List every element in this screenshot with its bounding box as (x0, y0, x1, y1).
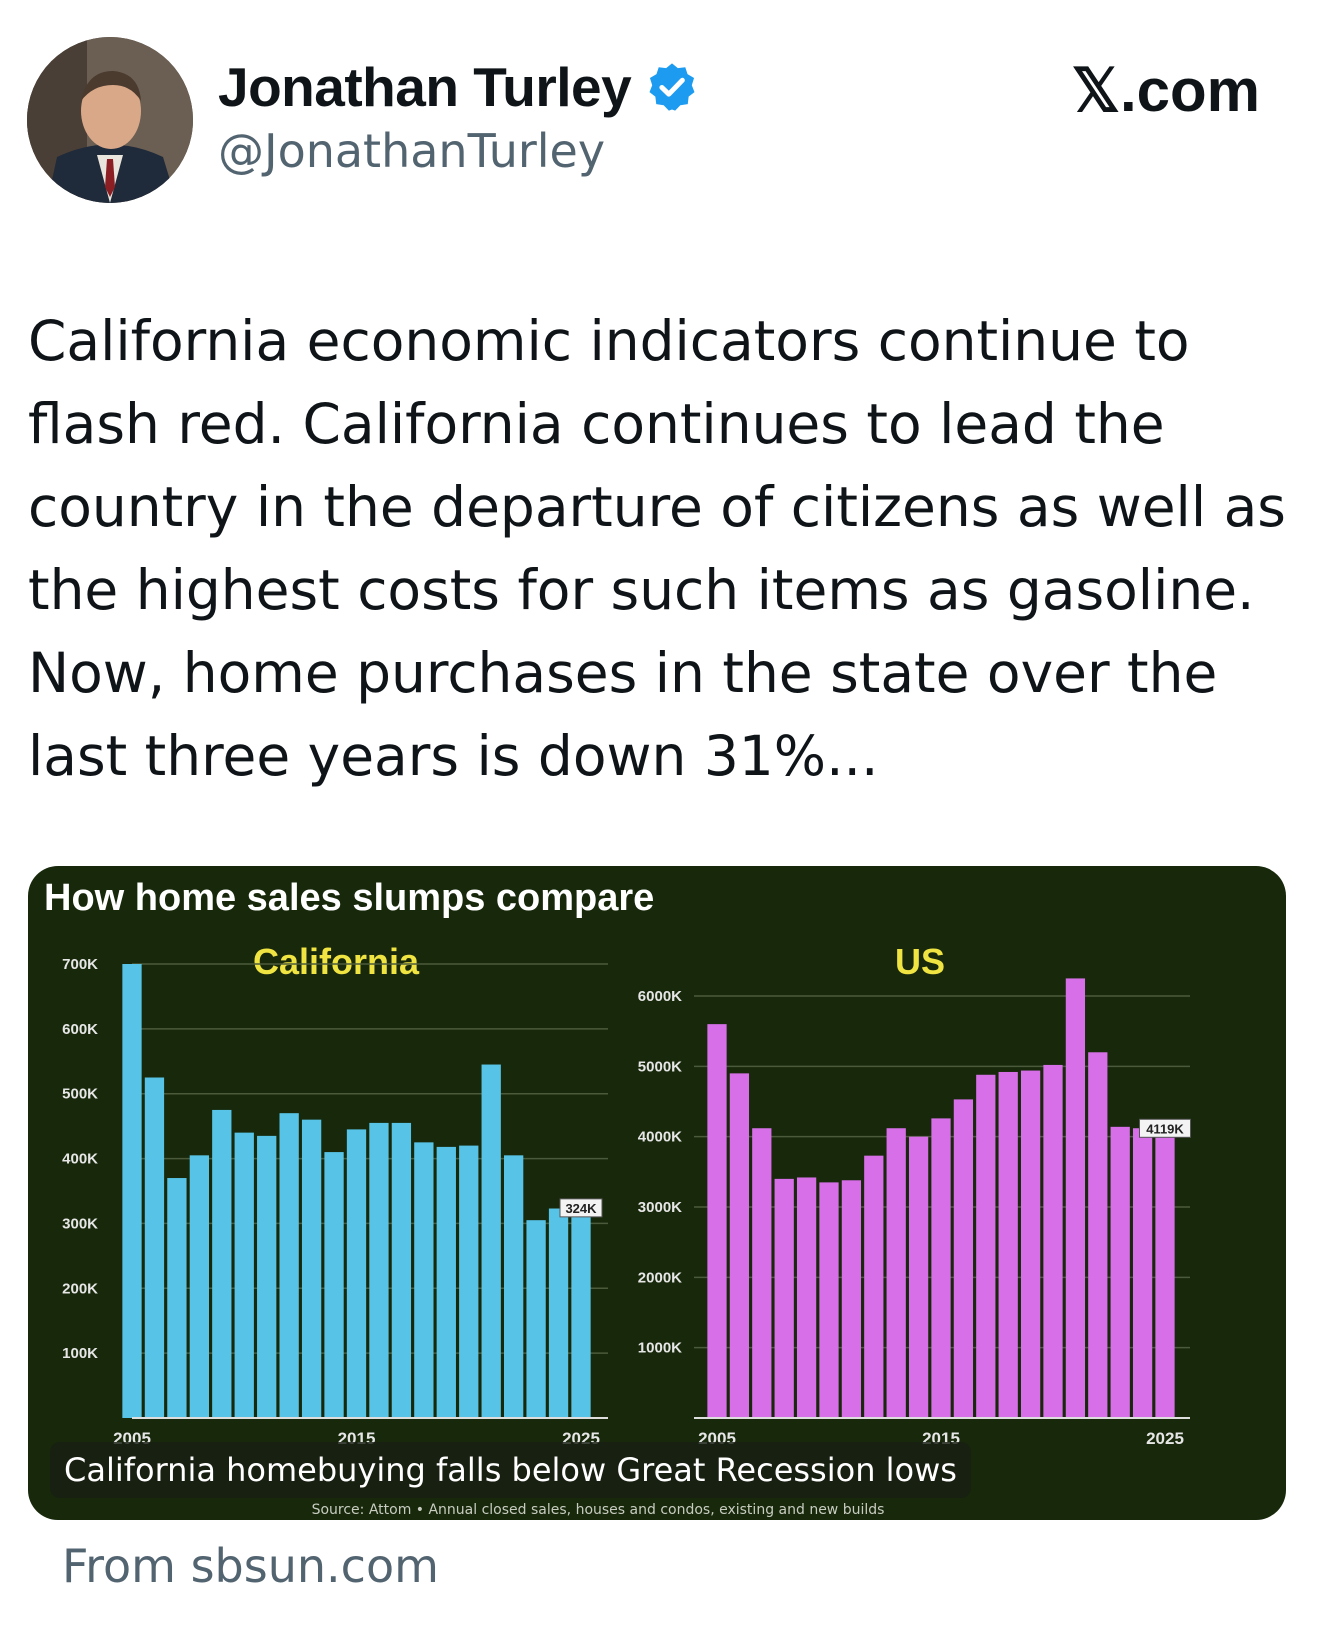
tweet-text: California economic indicators continue … (28, 309, 1286, 788)
california-data-label: 324K (565, 1201, 597, 1216)
us-bar (707, 1024, 727, 1418)
verified-badge-icon (649, 63, 695, 111)
california-bar (369, 1122, 389, 1418)
california-bar (122, 964, 142, 1418)
media-caption: California homebuying falls below Great … (50, 1442, 971, 1498)
us-bar (1155, 1128, 1175, 1418)
california-subtitle: California (253, 941, 420, 982)
us-bar (886, 1128, 906, 1418)
california-bar (301, 1119, 322, 1418)
california-bar (167, 1178, 187, 1418)
us-data-label: 4119K (1146, 1121, 1184, 1136)
us-bar (774, 1178, 794, 1418)
california-bar (548, 1208, 569, 1418)
california-bar (414, 1142, 434, 1418)
california-bar (189, 1155, 210, 1418)
us-y-tick-label: 6000K (638, 988, 682, 1005)
california-y-tick-label: 300K (62, 1215, 98, 1232)
us-bar (752, 1128, 772, 1418)
us-bar (729, 1073, 750, 1418)
us-bar (953, 1099, 974, 1418)
us-subtitle: US (895, 941, 945, 982)
us-bar (1088, 1052, 1108, 1418)
author-name-row: Jonathan Turley (218, 52, 699, 122)
california-bar (212, 1109, 232, 1418)
california-y-tick-label: 600K (62, 1021, 98, 1038)
california-bar (346, 1129, 367, 1418)
california-y-tick-label: 700K (62, 956, 98, 973)
us-bar (841, 1180, 862, 1418)
california-y-tick-label: 400K (62, 1151, 98, 1168)
home-sales-chart: How home sales slumps compare California… (44, 877, 1191, 1518)
us-bar (1043, 1064, 1063, 1418)
california-bar (481, 1064, 501, 1418)
us-bar (1110, 1126, 1130, 1418)
california-bar (436, 1146, 456, 1418)
us-bar (976, 1074, 996, 1418)
california-bar (234, 1132, 254, 1418)
us-bar (864, 1155, 884, 1418)
us-bar (998, 1071, 1018, 1418)
california-bar (459, 1145, 479, 1418)
us-bar (796, 1177, 817, 1418)
us-bar (819, 1182, 839, 1418)
us-y-tick-label: 4000K (638, 1129, 682, 1146)
us-bar (1132, 1128, 1153, 1418)
california-bar (571, 1207, 591, 1418)
us-bar (931, 1118, 951, 1418)
us-x-tick-label: 2025 (1146, 1429, 1184, 1448)
california-bar (279, 1113, 299, 1418)
us-bar (1020, 1070, 1041, 1418)
link-domain[interactable]: From sbsun.com (62, 1539, 439, 1593)
california-y-tick-label: 500K (62, 1086, 98, 1103)
california-bar (526, 1220, 546, 1418)
california-bar (503, 1155, 524, 1418)
california-y-tick-label: 200K (62, 1280, 98, 1297)
x-brand-logo: 𝕏.com (1071, 57, 1260, 124)
us-data-label-box (1139, 1118, 1191, 1138)
california-bar (391, 1122, 412, 1418)
author-display-name[interactable]: Jonathan Turley (218, 56, 632, 118)
california-bar (257, 1135, 277, 1418)
us-y-tick-label: 5000K (638, 1058, 682, 1075)
california-bar (144, 1077, 165, 1418)
us-y-tick-label: 1000K (638, 1340, 682, 1357)
us-bar (908, 1136, 929, 1418)
us-bar (1065, 978, 1086, 1418)
california-data-label-box (559, 1198, 603, 1218)
author-avatar[interactable] (27, 37, 193, 203)
us-y-tick-label: 2000K (638, 1269, 682, 1286)
california-bar (324, 1152, 344, 1418)
us-y-tick-label: 3000K (638, 1199, 682, 1216)
california-chart: California700K600K500K400K300K200K100K20… (62, 941, 608, 1448)
chart-source: Source: Attom • Annual closed sales, hou… (312, 1502, 885, 1518)
california-y-tick-label: 100K (62, 1345, 98, 1362)
chart-title: How home sales slumps compare (44, 877, 654, 919)
tweet-media-image[interactable]: How home sales slumps compare California… (28, 866, 1286, 1520)
author-handle[interactable]: @JonathanTurley (218, 124, 606, 178)
